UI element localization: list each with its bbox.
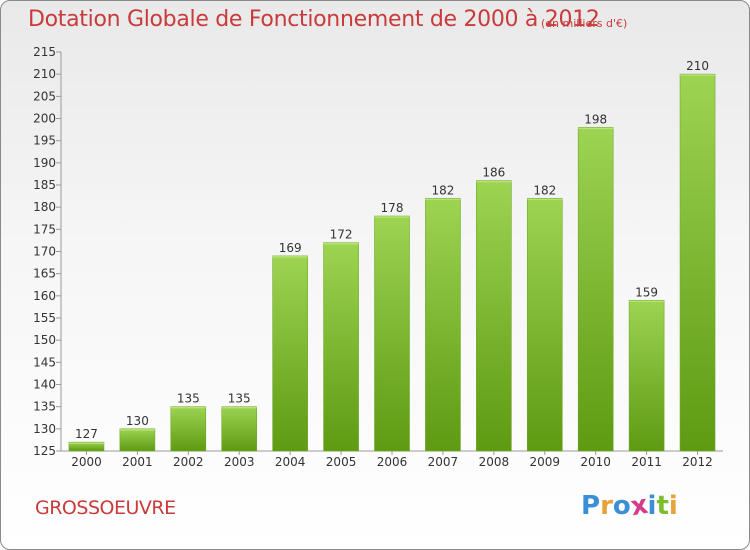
y-tick-label: 150 [33,333,56,347]
x-tick-label: 2009 [529,455,560,469]
x-tick-label: 2005 [326,455,357,469]
y-tick-label: 125 [33,444,56,458]
bar-2012 [679,73,716,452]
data-label: 186 [482,166,505,180]
bar-2011 [628,299,665,452]
x-tick-label: 2008 [479,455,510,469]
y-tick-label: 180 [33,200,56,214]
bar-2010 [577,127,614,452]
y-tick-label: 195 [33,134,56,148]
chart-unit-note: (en milliers d'€) [541,17,628,30]
logo-letter: i [647,491,657,521]
y-tick-label: 205 [33,89,56,103]
chart-bars [68,73,716,452]
bar-2006 [374,215,410,452]
data-label: 182 [533,183,556,197]
data-label: 210 [686,59,709,73]
x-tick-label: 2002 [173,455,204,469]
y-tick-label: 130 [33,422,56,436]
x-tick-label: 2011 [631,455,662,469]
y-tick-label: 170 [33,245,56,259]
x-tick-label: 2007 [428,455,459,469]
x-tick-label: 2004 [275,455,306,469]
y-tick-label: 155 [33,311,56,325]
y-tick-label: 175 [33,222,56,236]
y-tick-label: 185 [33,178,56,192]
data-label: 135 [228,392,251,406]
data-label: 172 [330,228,353,242]
bar-2002 [170,406,207,452]
bar-2008 [476,180,512,452]
x-tick-label: 2012 [682,455,713,469]
logo-letter: r [600,491,613,521]
y-tick-label: 145 [33,355,56,369]
x-tick-label: 2001 [122,455,153,469]
x-tick-label: 2003 [224,455,255,469]
data-label: 182 [431,183,454,197]
chart-axes: 125 130 135 140 145 150 155 160 165 170 175 180 185 1… [33,45,723,469]
data-label: 198 [584,112,607,126]
bar-2005 [323,242,359,452]
data-label: 135 [177,392,200,406]
x-tick-label: 2000 [71,455,102,469]
logo-letter: t [656,491,669,521]
bar-2001 [119,428,156,452]
y-tick-label: 190 [33,156,56,170]
x-tick-label: 2010 [580,455,611,469]
y-tick-label: 140 [33,378,56,392]
data-label: 178 [381,201,404,215]
place-name: GROSSOEUVRE [35,497,176,519]
proxiti-logo: Proxiti [581,490,678,522]
data-label: 159 [635,285,658,299]
y-tick-label: 200 [33,112,56,126]
y-tick-label: 215 [33,45,56,59]
y-tick-label: 210 [33,67,56,81]
bar-2007 [425,198,461,452]
x-tick-label: 2006 [377,455,408,469]
chart-title: Dotation Globale de Fonctionnement de 20… [28,7,600,32]
bar-2003 [221,406,258,452]
bar-2009 [526,198,563,452]
chart-data-labels: 127 130 135 135 169 172 178 182 186 182 198 159 210 [75,59,709,441]
y-tick-label: 135 [33,400,56,414]
logo-letter: P [581,491,601,521]
y-tick-label: 165 [33,267,56,281]
logo-letter: o [612,491,631,521]
data-label: 169 [279,241,302,255]
bar-2004 [272,255,308,452]
data-label: 130 [126,414,149,428]
logo-letter: i [668,491,678,521]
bar-2000 [68,441,105,452]
y-tick-label: 160 [33,289,56,303]
data-label: 127 [75,427,98,441]
